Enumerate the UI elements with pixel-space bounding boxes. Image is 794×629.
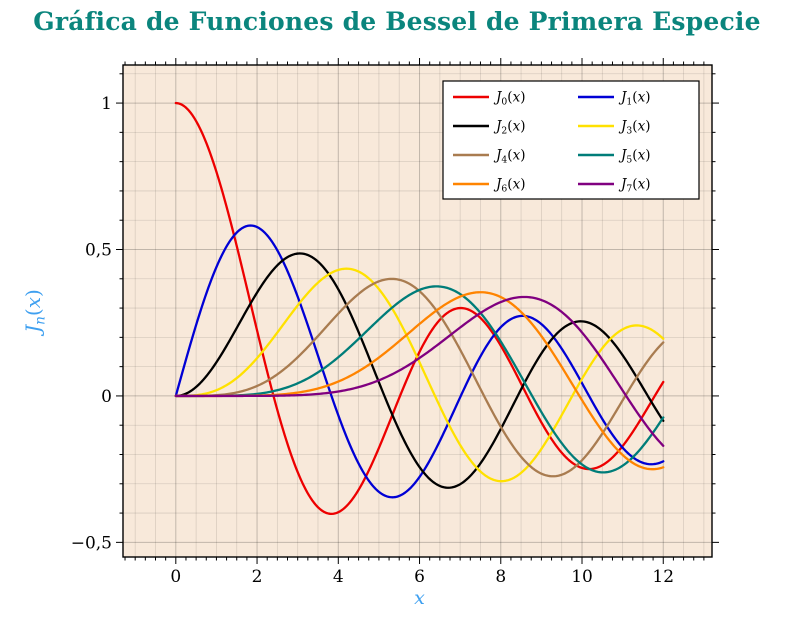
x-tick-label: 6 — [414, 567, 425, 587]
curve-j0 — [174, 101, 665, 516]
x-axis-label: x — [414, 587, 425, 609]
plot-frame — [122, 64, 713, 558]
legend-label-j0: J0(x) — [493, 90, 525, 108]
legend-label-j3: J3(x) — [618, 119, 650, 137]
legend-box — [442, 80, 700, 200]
legend-label-j7: J7(x) — [618, 177, 650, 195]
y-axis-label: Jn(x) — [21, 289, 48, 337]
x-tick-label: 8 — [495, 567, 506, 587]
chart-title: Gráfica de Funciones de Bessel de Primer… — [33, 7, 761, 36]
curve-j7 — [174, 295, 665, 447]
legend-label-j1: J1(x) — [618, 90, 650, 108]
x-tick-label: 4 — [333, 567, 344, 587]
y-tick-label: 1 — [101, 94, 112, 114]
curve-j2 — [174, 252, 665, 489]
curve-j1 — [174, 224, 665, 499]
legend: J0(x) J1(x) J2(x) J3(x) J4(x) J5(x) J6(x) J7(x) — [442, 80, 700, 200]
legend-label-j5: J5(x) — [618, 148, 650, 166]
legend-label-j2: J2(x) — [493, 119, 525, 137]
curve-j4 — [174, 277, 665, 478]
legend-label-j4: J4(x) — [493, 148, 525, 166]
x-tick-label: 2 — [252, 567, 263, 587]
y-tick-label: 0 — [101, 387, 112, 407]
x-tick-label: 12 — [652, 567, 674, 587]
y-tick-label: −0,5 — [71, 533, 112, 553]
curve-j3 — [174, 267, 665, 483]
curves — [174, 101, 665, 516]
ticks — [116, 58, 719, 564]
y-tick-label: 0,5 — [85, 241, 112, 261]
legend-label-j6: J6(x) — [493, 177, 525, 195]
curve-j5 — [174, 285, 665, 474]
x-tick-label: 10 — [571, 567, 593, 587]
x-tick-label: 0 — [170, 567, 181, 587]
